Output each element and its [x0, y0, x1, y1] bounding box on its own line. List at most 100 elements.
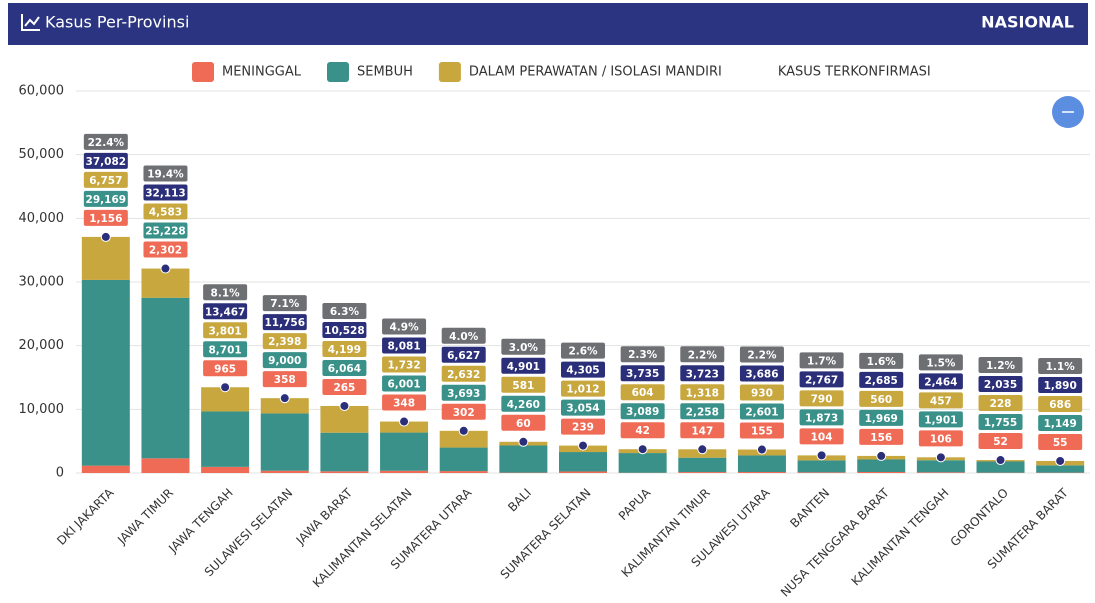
value-label: 4,199	[328, 344, 361, 356]
legend-swatch	[192, 62, 214, 82]
value-label: 1,873	[805, 412, 838, 424]
legend-swatch	[439, 62, 461, 82]
y-tick-label: 0	[56, 466, 64, 481]
y-tick-label: 50,000	[19, 147, 65, 162]
bar-segment	[261, 471, 309, 473]
x-tick-label: JAWA TIMUR	[114, 486, 176, 548]
value-label: 8,081	[387, 341, 420, 353]
value-label: 2,632	[447, 369, 480, 381]
value-label: 37,082	[86, 156, 127, 168]
value-label: 3,735	[626, 368, 659, 380]
x-tick-label: PAPUA	[616, 485, 654, 523]
value-label: 4.9%	[389, 322, 419, 334]
bar-segment	[82, 466, 130, 473]
bar-segment	[201, 467, 249, 473]
value-label: 2,767	[805, 374, 838, 386]
value-label: 1.2%	[986, 360, 1016, 372]
value-label: 13,467	[205, 306, 246, 318]
x-tick-label: DKI JAKARTA	[54, 485, 117, 548]
value-label: 2.3%	[628, 349, 658, 361]
value-label: 104	[811, 431, 833, 443]
value-label: 2.2%	[688, 349, 718, 361]
bar-segment	[499, 445, 547, 472]
value-label: 1.6%	[867, 356, 897, 368]
bar-segment	[917, 472, 965, 473]
value-label: 3,801	[209, 325, 242, 337]
bar-segment	[798, 460, 846, 472]
bar-segment	[82, 280, 130, 466]
legend-label: MENINGGAL	[222, 65, 302, 80]
value-label: 32,113	[145, 188, 186, 200]
total-marker	[996, 456, 1005, 465]
value-label: 42	[635, 425, 650, 437]
total-marker	[877, 451, 886, 460]
legend-label: SEMBUH	[357, 65, 413, 80]
value-label: 1,149	[1044, 418, 1077, 430]
value-label: 2,398	[268, 336, 301, 348]
legend-label: KASUS TERKONFIRMASI	[778, 65, 931, 80]
legend-item[interactable]: MENINGGAL	[192, 62, 302, 82]
value-label: 156	[870, 432, 892, 444]
value-label: 228	[990, 398, 1012, 410]
value-label: 1,318	[686, 387, 719, 399]
bar-segment	[559, 471, 607, 473]
value-label: 22.4%	[88, 137, 125, 149]
value-label: 19.4%	[147, 169, 184, 181]
value-label: 560	[870, 394, 892, 406]
value-label: 358	[274, 374, 296, 386]
value-label: 2,464	[924, 376, 957, 388]
value-label: 6,757	[89, 175, 122, 187]
value-label: 55	[1053, 437, 1068, 449]
bar-segment	[738, 472, 786, 473]
value-label: 686	[1049, 399, 1071, 411]
value-label: 1,156	[89, 213, 122, 225]
bar-segment	[320, 471, 368, 473]
value-label: 4.0%	[449, 331, 479, 343]
bar-segment	[82, 237, 130, 280]
legend-swatch	[327, 62, 349, 82]
total-marker	[101, 232, 110, 241]
value-label: 457	[930, 395, 952, 407]
value-label: 8.1%	[211, 287, 241, 299]
bar-segment	[440, 471, 488, 473]
total-marker	[579, 441, 588, 450]
value-label: 4,901	[507, 361, 540, 373]
legend-item[interactable]: DALAM PERAWATAN / ISOLASI MANDIRI	[439, 62, 722, 82]
y-tick-label: 10,000	[19, 402, 65, 417]
bar-segment	[1036, 465, 1084, 472]
value-label: 9,000	[268, 355, 301, 367]
chart-title: Kasus Per-Provinsi	[45, 13, 189, 32]
value-label: 4,305	[566, 365, 599, 377]
value-label: 1,890	[1044, 380, 1077, 392]
value-label: 2,258	[686, 406, 719, 418]
value-label: 7.1%	[270, 298, 300, 310]
y-tick-label: 60,000	[19, 84, 65, 99]
value-label: 147	[691, 425, 713, 437]
value-label: 6.3%	[330, 306, 360, 318]
value-label: 4,260	[507, 399, 540, 411]
value-label: 1,969	[865, 413, 898, 425]
total-marker	[161, 264, 170, 273]
value-label: 155	[751, 426, 773, 438]
total-marker	[400, 417, 409, 426]
x-tick-label: KALIMANTAN SELATAN	[310, 486, 415, 591]
bar-segment	[798, 472, 846, 473]
value-label: 2,685	[865, 375, 898, 387]
bar-segment	[678, 458, 726, 472]
value-label: 3,723	[686, 368, 719, 380]
value-label: 2,035	[984, 379, 1017, 391]
value-label: 3,089	[626, 406, 659, 418]
value-label: 6,627	[447, 350, 480, 362]
value-label: 25,228	[145, 226, 186, 238]
scope-label[interactable]: NASIONAL	[981, 13, 1074, 32]
value-label: 930	[751, 388, 773, 400]
total-marker	[638, 445, 647, 454]
legend-item[interactable]: SEMBUH	[327, 62, 413, 82]
bar-segment	[380, 471, 428, 473]
bar-segment	[141, 458, 189, 473]
value-label: 302	[453, 407, 475, 419]
bar-segment	[380, 433, 428, 471]
value-label: 1,755	[984, 417, 1017, 429]
legend-item[interactable]: KASUS TERKONFIRMASI	[778, 65, 931, 80]
x-tick-label: GORONTALO	[948, 486, 1012, 550]
